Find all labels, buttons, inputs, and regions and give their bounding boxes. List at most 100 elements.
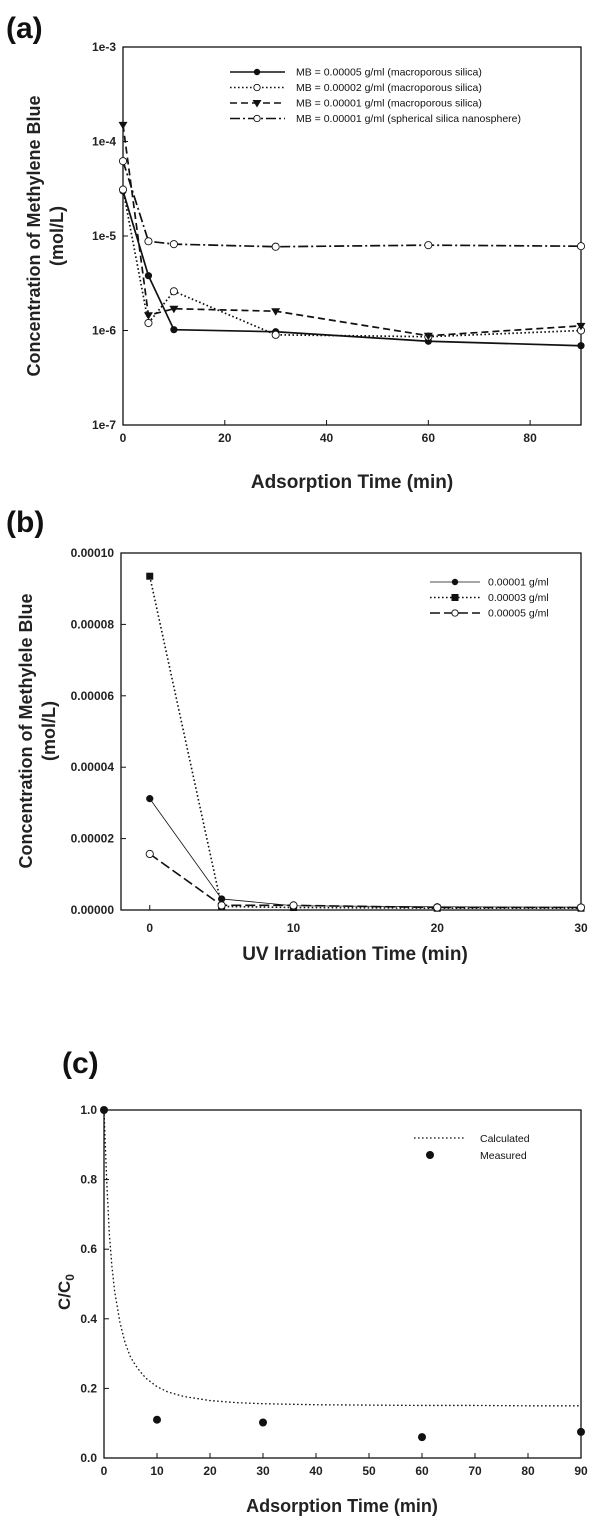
panel-c-y-axis-title-main: C/C xyxy=(55,1281,74,1310)
legend-label: 0.00001 g/ml xyxy=(488,577,549,589)
measured-point xyxy=(577,1427,585,1436)
y-tick-label: 1e-3 xyxy=(92,40,116,54)
y-tick-label: 0.2 xyxy=(80,1381,97,1395)
legend-label: MB = 0.00002 g/ml (macroporous silica) xyxy=(296,82,482,94)
x-tick-label: 90 xyxy=(574,1464,588,1478)
x-tick-label: 10 xyxy=(287,921,301,935)
data-point xyxy=(144,237,153,246)
panel-b-series xyxy=(145,572,586,912)
x-tick-label: 0 xyxy=(101,1464,108,1478)
measured-point xyxy=(259,1418,267,1427)
panel-c-x-axis-title: Adsorption Time (min) xyxy=(246,1496,438,1516)
data-point xyxy=(170,326,178,334)
data-point xyxy=(576,242,586,251)
panel-c-label: (c) xyxy=(62,1047,99,1080)
data-point xyxy=(118,185,128,194)
series-line-2 xyxy=(122,124,582,337)
data-point xyxy=(143,312,153,320)
y-tick-label: 1e-4 xyxy=(92,135,116,149)
y-tick-label: 0.0 xyxy=(80,1451,97,1465)
data-point xyxy=(169,240,178,249)
data-point xyxy=(146,795,154,803)
panel-c-y-axis-title: C/C0 xyxy=(55,1274,77,1310)
panel-b-x-axis-title: UV Irradiation Time (min) xyxy=(242,944,468,965)
data-point xyxy=(576,903,586,912)
panel-b-ticks: 0 10 20 30 0.00000 0.00002 0.00004 0.00006 0.000… xyxy=(71,546,588,935)
panel-c-y-axis-title-subscript: 0 xyxy=(63,1274,77,1281)
x-tick-label: 0 xyxy=(146,921,153,935)
series-line-2 xyxy=(149,853,581,909)
legend-marker xyxy=(253,114,261,123)
data-point xyxy=(217,901,226,910)
y-tick-label: 0.4 xyxy=(80,1312,97,1326)
legend-marker xyxy=(451,578,459,586)
data-point xyxy=(271,308,281,316)
x-tick-label: 80 xyxy=(523,431,537,445)
legend-marker xyxy=(253,83,261,92)
data-point xyxy=(576,322,586,331)
data-point xyxy=(271,242,280,251)
x-tick-label: 40 xyxy=(309,1464,323,1478)
data-point xyxy=(118,121,128,130)
x-tick-label: 80 xyxy=(521,1464,535,1478)
y-tick-label: 1e-7 xyxy=(92,418,116,432)
legend-marker xyxy=(451,594,459,601)
panel-a-legend: MB = 0.00005 g/ml (macroporous silica) MB… xyxy=(230,67,521,125)
data-point xyxy=(144,318,153,328)
legend-label: 0.00003 g/ml xyxy=(488,592,549,604)
legend-label: MB = 0.00005 g/ml (macroporous silica) xyxy=(296,67,482,79)
y-tick-label: 0.00004 xyxy=(71,760,115,774)
y-tick-label: 0.00000 xyxy=(71,903,115,917)
x-tick-label: 20 xyxy=(431,921,445,935)
x-tick-label: 30 xyxy=(574,921,588,935)
y-tick-label: 0.00010 xyxy=(71,546,115,560)
series-line-1 xyxy=(122,189,582,338)
data-point xyxy=(271,330,280,339)
panel-b-y-axis-title-line1: Concentration of Methylele Blue xyxy=(16,593,36,868)
panel-a-ticks: 0 20 40 60 80 1e-7 1e-6 1e-5 1e-4 1e-3 xyxy=(92,40,537,445)
data-point xyxy=(424,241,433,250)
data-point xyxy=(118,157,128,166)
panel-b-y-axis-title-line2: (mol/L) xyxy=(39,701,59,761)
data-point xyxy=(146,572,154,580)
panel-b-plot-frame xyxy=(120,552,582,911)
calculated-curve xyxy=(103,1109,581,1407)
panel-c-series xyxy=(100,1106,585,1442)
measured-point xyxy=(418,1433,426,1442)
y-tick-label: 0.00008 xyxy=(71,617,115,631)
data-point xyxy=(423,332,433,341)
legend-label: 0.00005 g/ml xyxy=(488,608,549,620)
x-tick-label: 20 xyxy=(218,431,232,445)
series-line-3 xyxy=(122,160,582,248)
panel-a-label: (a) xyxy=(6,12,43,45)
panel-c-ticks: 0 10 20 30 40 50 60 70 80 90 0.0 0.2 0.4 0.6 0.8 1.0 xyxy=(80,1103,588,1478)
x-tick-label: 70 xyxy=(468,1464,482,1478)
panel-b-label: (b) xyxy=(6,506,44,539)
x-tick-label: 30 xyxy=(256,1464,270,1478)
x-tick-label: 10 xyxy=(150,1464,164,1478)
panel-c-legend: Calculated Measured xyxy=(414,1133,530,1162)
data-point xyxy=(144,272,153,280)
y-tick-label: 0.00002 xyxy=(71,832,115,846)
measured-point xyxy=(153,1415,161,1424)
data-point xyxy=(169,305,179,314)
panel-a-y-axis-title-line2: (mol/L) xyxy=(47,206,67,266)
panel-a-chart: (a) 0 20 40 60 80 1e-7 1e-6 1e-5 1e-4 1e-3 MB = 0… xyxy=(6,12,586,493)
panel-a-x-axis-title: Adsorption Time (min) xyxy=(251,472,453,493)
data-point xyxy=(433,903,442,912)
y-tick-label: 0.00006 xyxy=(71,689,115,703)
legend-label: MB = 0.00001 g/ml (macroporous silica) xyxy=(296,98,482,110)
legend-marker xyxy=(426,1151,434,1159)
x-tick-label: 60 xyxy=(415,1464,429,1478)
panel-c-plot-frame xyxy=(103,1109,582,1459)
y-tick-label: 1.0 xyxy=(80,1103,97,1117)
legend-label: Calculated xyxy=(480,1133,530,1145)
panel-c-chart: (c) 0 10 20 30 40 50 60 70 80 90 0.0 0.2 0.4 0.6 0.8 1.… xyxy=(55,1047,588,1516)
legend-label: MB = 0.00001 g/ml (spherical silica nano… xyxy=(296,113,521,125)
y-tick-label: 1e-6 xyxy=(92,324,116,338)
panel-b-legend: 0.00001 g/ml 0.00003 g/ml 0.00005 g/ml xyxy=(430,577,549,620)
panel-a-series xyxy=(118,121,586,350)
x-tick-label: 60 xyxy=(422,431,436,445)
y-tick-label: 0.6 xyxy=(80,1242,97,1256)
